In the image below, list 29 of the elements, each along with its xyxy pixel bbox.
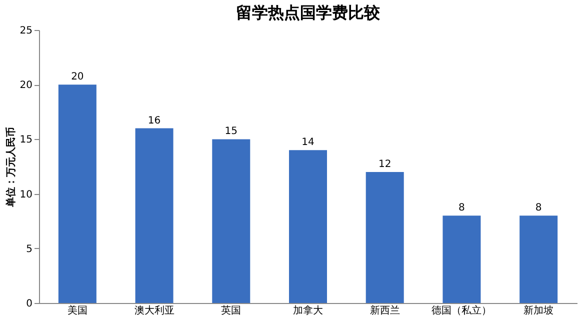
data-label: 12 — [378, 158, 392, 170]
bar — [520, 216, 558, 303]
x-tick-label: 德国（私立） — [432, 304, 492, 316]
y-axis-title: 单位：万元人民币 — [4, 127, 17, 208]
data-label: 20 — [71, 72, 84, 83]
x-tick-label: 美国 — [67, 304, 88, 316]
data-label: 8 — [535, 202, 542, 214]
bar — [135, 128, 174, 303]
y-tick-label: 5 — [26, 244, 32, 255]
bar — [58, 84, 96, 303]
bar — [212, 139, 250, 303]
chart-title: 留学热点国学费比较 — [236, 3, 381, 22]
bar — [442, 216, 481, 303]
x-tick-label: 加拿大 — [293, 304, 323, 316]
bar — [289, 150, 327, 303]
y-tick-label: 20 — [20, 80, 32, 92]
y-tick-label: 10 — [20, 189, 32, 200]
data-label: 16 — [148, 115, 161, 126]
x-tick-label: 新西兰 — [370, 304, 400, 316]
y-tick-label: 15 — [20, 134, 32, 146]
y-tick-label: 25 — [20, 26, 32, 36]
bar — [366, 172, 404, 303]
x-tick-label: 新加坡 — [524, 304, 554, 316]
data-label: 8 — [458, 202, 465, 214]
x-tick-label: 英国 — [221, 304, 242, 316]
data-label: 15 — [224, 126, 238, 138]
y-tick-label: 0 — [26, 298, 32, 310]
data-label: 14 — [302, 137, 314, 148]
x-tick-label: 澳大利亚 — [134, 304, 174, 316]
